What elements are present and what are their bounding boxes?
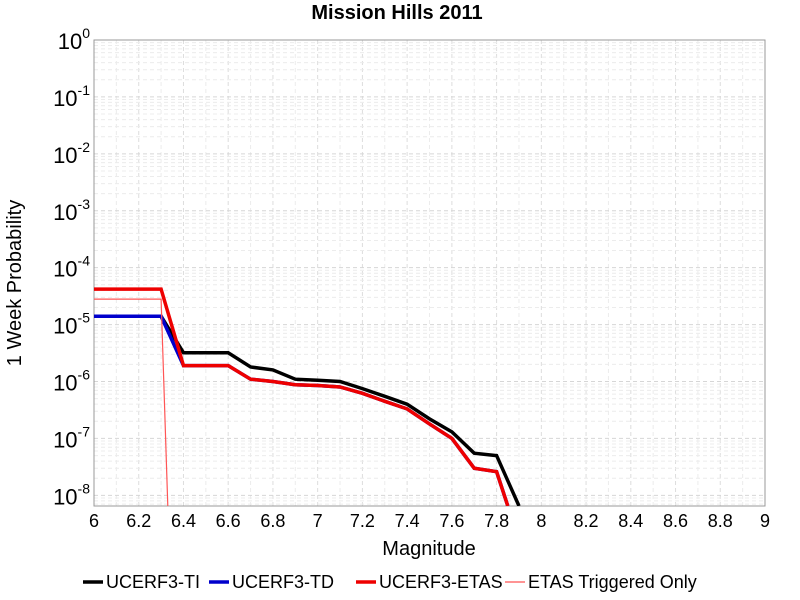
x-tick-label: 6.6 [216,511,241,531]
y-tick-label: 10-1 [53,82,90,111]
series-line-etas-triggered-only [94,298,169,506]
chart-title: Mission Hills 2011 [311,2,482,24]
legend-label: ETAS Triggered Only [528,572,697,592]
x-tick-label: 7.8 [484,511,509,531]
y-tick-label: 10-3 [53,196,90,225]
x-tick-label: 6 [89,511,99,531]
x-tick-label: 7.6 [439,511,464,531]
y-axis-ticks: 100 10-1 10-2 10-3 10-4 10-5 10-6 10-7 10-8 [53,25,90,509]
y-tick-label: 10-8 [53,480,90,509]
x-tick-label: 6.2 [126,511,151,531]
legend-label: UCERF3-TD [232,572,334,592]
series-line-ucerf3-ti [94,314,521,506]
x-tick-label: 6.8 [260,511,285,531]
plot-area [93,39,766,507]
legend: UCERF3-TI UCERF3-TD UCERF3-ETAS ETAS Trigge… [83,572,697,592]
x-axis-ticks: 6 6.2 6.4 6.6 6.8 7 7.2 7.4 7.6 7.8 8 8.2 8.4 8.6 8.8 9 [89,511,770,531]
y-tick-label: 10-6 [53,367,90,396]
y-tick-label: 10-2 [53,139,90,168]
series-line-ucerf3-etas [94,287,510,506]
x-tick-label: 8.2 [574,511,599,531]
x-tick-label: 6.4 [171,511,196,531]
x-tick-label: 7.2 [350,511,375,531]
grid [93,39,766,506]
x-tick-label: 8.8 [708,511,733,531]
y-tick-label: 100 [58,25,90,54]
x-tick-label: 7.4 [395,511,420,531]
y-tick-label: 10-5 [53,310,90,339]
y-tick-label: 10-7 [53,423,90,452]
x-tick-label: 8.4 [618,511,643,531]
x-tick-label: 8.6 [663,511,688,531]
legend-label: UCERF3-ETAS [379,572,503,592]
series-group [94,287,521,506]
x-tick-label: 8 [536,511,546,531]
y-axis-label: 1 Week Probability [4,200,26,366]
legend-label: UCERF3-TI [106,572,200,592]
x-tick-label: 7 [313,511,323,531]
x-tick-label: 9 [760,511,770,531]
x-axis-label: Magnitude [382,538,475,560]
y-tick-label: 10-4 [53,253,90,282]
